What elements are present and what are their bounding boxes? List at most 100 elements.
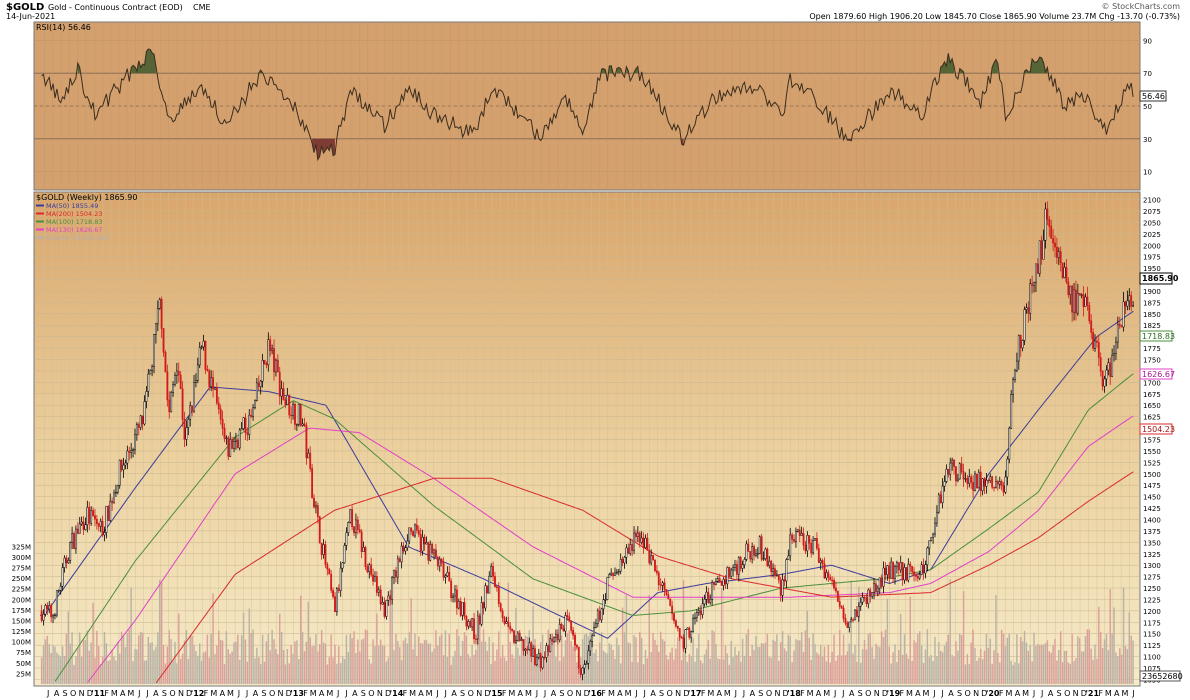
volume-bar — [387, 657, 390, 684]
volume-bar — [397, 641, 399, 684]
volume-bar — [627, 642, 630, 684]
candle-body — [1097, 342, 1100, 358]
candle-body — [335, 588, 338, 613]
candle-body — [996, 481, 999, 485]
candle-body — [928, 540, 931, 549]
volume-bar — [854, 644, 856, 684]
volume-bar — [720, 587, 723, 684]
volume-bar — [271, 629, 273, 684]
candle-body — [671, 605, 674, 614]
volume-bar — [309, 637, 311, 684]
candle-body — [433, 549, 435, 554]
candle-body — [233, 441, 235, 449]
volume-bar — [1117, 656, 1119, 684]
volume-bar — [206, 634, 209, 684]
candle-body — [520, 639, 523, 641]
x-tick-label: N — [178, 689, 184, 698]
candle-body — [949, 462, 952, 475]
volume-bar — [1099, 631, 1102, 684]
legend-label: MA(200) 1504.23 — [46, 210, 102, 218]
volume-bar — [764, 642, 767, 684]
volume-bar — [374, 646, 376, 684]
volume-bar — [1040, 644, 1043, 684]
volume-bar — [252, 629, 254, 684]
candle-body — [459, 601, 462, 616]
candle-body — [977, 471, 980, 489]
candle-body — [526, 648, 529, 651]
candle-body — [657, 572, 660, 585]
volume-bar — [974, 647, 976, 684]
candle-body — [873, 583, 875, 593]
x-tick-label: J — [932, 689, 935, 698]
candle-body — [322, 544, 325, 555]
x-tick-label: M — [923, 689, 930, 698]
volume-bar — [404, 637, 407, 684]
volume-bar — [147, 636, 150, 684]
volume-bar — [134, 648, 136, 684]
x-tick-label: A — [716, 689, 722, 698]
candle-body — [876, 587, 879, 592]
candle-body — [1094, 340, 1096, 349]
candle-body — [356, 519, 359, 530]
volume-bar — [901, 654, 904, 684]
candle-body — [225, 437, 228, 439]
volume-bar — [1098, 606, 1100, 684]
volume-bar — [1130, 635, 1132, 684]
x-tick-label: A — [352, 689, 358, 698]
candle-body — [78, 523, 81, 534]
legend-label: MA(100) 1718.83 — [46, 218, 102, 226]
x-tick-label: M — [227, 689, 234, 698]
volume-bar — [928, 656, 931, 684]
volume-bar — [233, 642, 235, 684]
volume-bar — [1035, 645, 1037, 684]
volume-bar — [1132, 640, 1134, 684]
candle-body — [791, 534, 794, 540]
volume-bar — [816, 652, 818, 684]
volume-bar — [707, 639, 710, 684]
volume-bar — [631, 661, 633, 684]
x-tick-label: A — [253, 689, 259, 698]
candle-body — [303, 423, 306, 426]
candle-body — [143, 401, 146, 425]
candle-body — [1063, 267, 1066, 278]
x-tick-label: M — [1105, 689, 1112, 698]
volume-bar — [1082, 651, 1085, 684]
candle-body — [985, 479, 988, 487]
candle-body — [810, 543, 813, 554]
volume-bar — [480, 641, 483, 684]
volume-bar — [959, 633, 961, 684]
volume-bar — [823, 646, 826, 684]
x-tick-label: M — [1022, 689, 1029, 698]
volume-bar — [1065, 650, 1068, 684]
candle-body — [1103, 378, 1106, 387]
candle-body — [646, 537, 649, 551]
candle-body — [200, 346, 203, 348]
volume-bar — [122, 636, 125, 684]
x-tick-label: S — [261, 689, 266, 698]
volume-bar — [452, 656, 454, 684]
volume-bar — [858, 586, 860, 684]
candle-body — [1120, 325, 1123, 328]
x-tick-label: M — [608, 689, 615, 698]
volume-bar — [197, 655, 199, 684]
candle-body — [172, 384, 174, 393]
volume-bar — [690, 656, 692, 684]
x-tick-label: F — [701, 689, 706, 698]
candle-body — [63, 557, 66, 568]
candle-body — [1052, 238, 1055, 244]
candle-body — [151, 366, 154, 371]
candle-body — [358, 529, 361, 533]
ma-line — [40, 310, 1134, 639]
volume-bar — [709, 658, 711, 684]
candle-body — [305, 425, 308, 459]
volume-bar — [492, 642, 494, 684]
candle-body — [713, 582, 715, 585]
candle-body — [638, 532, 641, 543]
volume-bar — [79, 632, 81, 684]
candle-body — [1059, 251, 1062, 264]
x-tick-label: F — [1098, 689, 1103, 698]
volume-bar — [355, 653, 357, 684]
price-tick-label: 2075 — [1143, 208, 1161, 216]
volume-bar — [482, 629, 485, 684]
candle-body — [1082, 294, 1085, 307]
